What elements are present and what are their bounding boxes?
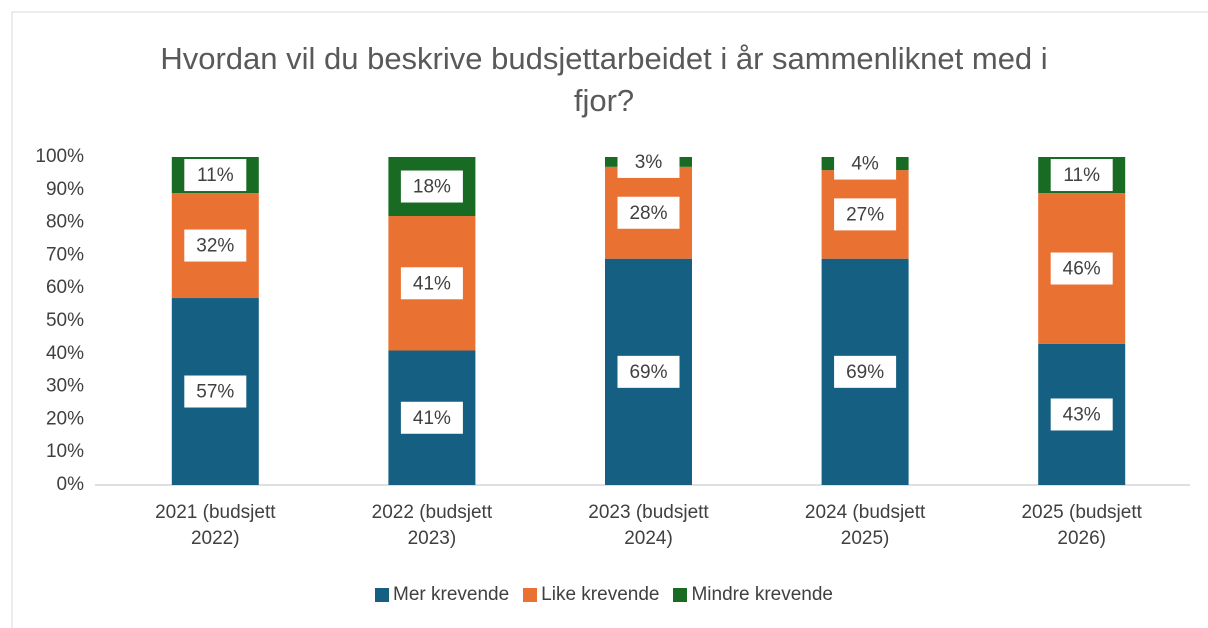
- y-tick-label: 60%: [46, 277, 84, 298]
- y-tick-label: 40%: [46, 343, 84, 364]
- y-tick-label: 90%: [46, 179, 84, 200]
- x-tick-label: 2025 (budsjett 2026): [1021, 502, 1142, 549]
- y-tick-label: 70%: [46, 244, 84, 265]
- data-label: 28%: [629, 203, 667, 224]
- legend-label: Mer krevende: [393, 584, 510, 605]
- legend-label: Mindre krevende: [691, 584, 833, 605]
- data-label: 32%: [196, 236, 234, 257]
- y-tick-label: 20%: [46, 408, 84, 429]
- data-label: 46%: [1063, 259, 1101, 280]
- y-tick-label: 50%: [46, 310, 84, 331]
- legend-item: Mindre krevende: [673, 584, 833, 606]
- legend-item: Mer krevende: [375, 584, 509, 606]
- data-label-box: [834, 198, 897, 231]
- data-label-box: [1050, 159, 1113, 192]
- y-tick-label: 80%: [46, 212, 84, 233]
- legend-item: Like krevende: [523, 584, 659, 606]
- legend-label: Like krevende: [541, 584, 660, 605]
- data-label-box: [617, 355, 680, 388]
- x-tick-label: 2021 (budsjett 2022): [155, 502, 276, 549]
- data-label-box: [184, 375, 247, 408]
- data-label-box: [400, 267, 463, 300]
- data-label: 69%: [629, 362, 667, 383]
- y-tick-label: 100%: [35, 146, 84, 167]
- legend-swatch: [375, 588, 389, 602]
- data-label: 11%: [197, 165, 234, 186]
- chart-title: Hvordan vil du beskrive budsjettarbeidet…: [160, 41, 1048, 118]
- legend: Mer krevende Like krevende Mindre krevende: [0, 584, 1208, 606]
- data-label-box: [617, 196, 680, 229]
- data-label-box: [400, 170, 463, 203]
- data-label: 27%: [846, 204, 884, 225]
- y-tick-label: 0%: [57, 474, 85, 495]
- data-label-box: [1050, 398, 1113, 431]
- legend-swatch: [673, 588, 688, 602]
- x-tick-label: 2023 (budsjett 2024): [588, 502, 709, 549]
- data-label: 41%: [413, 273, 451, 294]
- x-tick-label: 2024 (budsjett 2025): [804, 502, 926, 549]
- data-label: 43%: [1063, 404, 1101, 425]
- data-label-box: [834, 147, 897, 180]
- data-label-box: [1050, 252, 1113, 285]
- data-label: 18%: [413, 177, 451, 198]
- data-label: 41%: [413, 408, 451, 429]
- y-tick-label: 30%: [46, 376, 84, 397]
- data-label-box: [617, 145, 680, 178]
- x-tick-label: 2022 (budsjett 2023): [371, 502, 493, 549]
- data-label: 3%: [635, 152, 663, 173]
- chart-border: [11, 11, 1208, 628]
- data-label: 11%: [1063, 165, 1100, 186]
- data-label-box: [184, 159, 247, 192]
- data-label-box: [400, 401, 463, 434]
- data-label-box: [834, 355, 897, 388]
- legend-swatch: [523, 588, 538, 602]
- data-label: 69%: [846, 362, 884, 383]
- y-tick-label: 10%: [46, 441, 84, 462]
- data-label: 57%: [196, 382, 234, 403]
- data-label: 4%: [851, 154, 879, 175]
- data-label-box: [184, 229, 247, 262]
